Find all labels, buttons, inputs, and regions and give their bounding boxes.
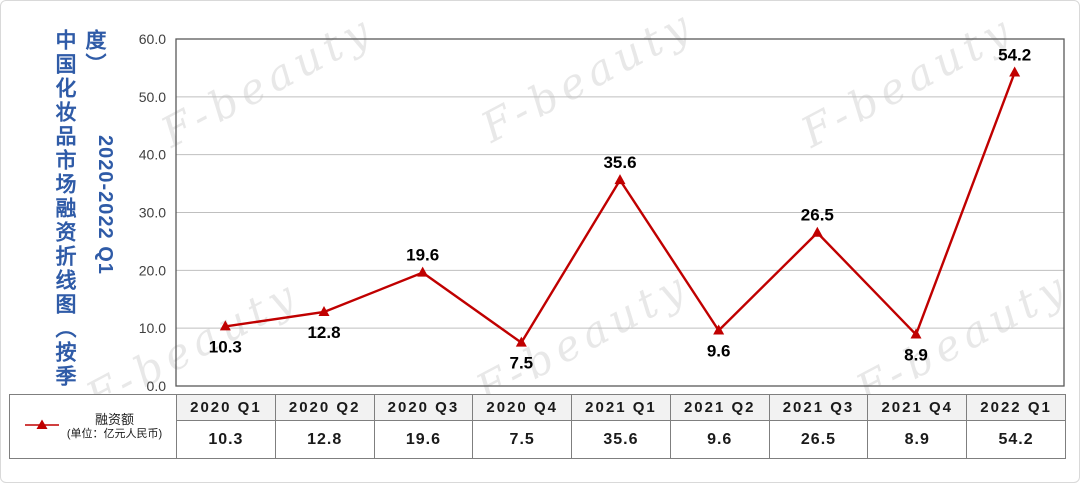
svg-text:50.0: 50.0 xyxy=(139,89,166,105)
watermark: F-beauty xyxy=(473,0,703,153)
table-header-cell: 2020 Q1 xyxy=(176,394,276,421)
svg-text:10.3: 10.3 xyxy=(209,337,242,356)
table-header-cell: 2021 Q1 xyxy=(571,394,671,421)
watermark: F-beauty xyxy=(153,3,383,158)
table-value-cell: 9.6 xyxy=(669,420,770,459)
table-header-cell: 2022 Q1 xyxy=(966,394,1066,421)
svg-text:7.5: 7.5 xyxy=(510,354,534,373)
watermark: F-beauty xyxy=(848,260,1078,415)
watermark: F-beauty xyxy=(793,3,1023,158)
table-header-cell: 2020 Q4 xyxy=(472,394,573,421)
svg-text:8.9: 8.9 xyxy=(904,346,928,365)
legend-marker-icon xyxy=(24,418,60,436)
svg-text:54.2: 54.2 xyxy=(998,46,1031,65)
svg-text:60.0: 60.0 xyxy=(139,31,166,47)
svg-text:35.6: 35.6 xyxy=(603,153,636,172)
legend-series-label: 融资额 xyxy=(94,411,134,427)
table-value-row: 10.3 12.8 19.6 7.5 35.6 9.6 26.5 8.9 54.… xyxy=(10,420,1066,459)
table-header-cell: 2021 Q4 xyxy=(867,394,968,421)
watermark: F-beauty xyxy=(468,260,698,415)
svg-text:10.0: 10.0 xyxy=(139,320,166,336)
svg-text:40.0: 40.0 xyxy=(139,147,166,163)
table-header-cell: 2021 Q3 xyxy=(768,394,869,421)
table-header-cell: 2021 Q2 xyxy=(669,394,770,421)
svg-text:30.0: 30.0 xyxy=(139,205,166,221)
chart-subtitle: 2020-2022 Q1 xyxy=(94,135,116,275)
table-value-cell: 35.6 xyxy=(571,420,671,459)
table-value-cell: 54.2 xyxy=(966,420,1066,459)
chart-title: 中国化妆品市场融资折线图（按季度） xyxy=(53,29,106,389)
svg-text:0.0: 0.0 xyxy=(147,378,167,394)
table-value-cell: 8.9 xyxy=(867,420,968,459)
svg-text:20.0: 20.0 xyxy=(139,262,166,278)
svg-text:12.8: 12.8 xyxy=(307,323,340,342)
data-table: 融资额 (单位：亿元人民币) 2020 Q1 2020 Q2 2020 Q3 2… xyxy=(9,394,1066,459)
legend-unit-label: (单位：亿元人民币) xyxy=(66,427,163,440)
svg-text:19.6: 19.6 xyxy=(406,246,439,265)
table-header-cell: 2020 Q2 xyxy=(274,394,375,421)
table-value-cell: 7.5 xyxy=(472,420,573,459)
svg-text:9.6: 9.6 xyxy=(707,341,731,360)
table-value-cell: 12.8 xyxy=(274,420,375,459)
svg-text:26.5: 26.5 xyxy=(801,206,834,225)
table-value-cell: 26.5 xyxy=(768,420,869,459)
table-header-row: 融资额 (单位：亿元人民币) 2020 Q1 2020 Q2 2020 Q3 2… xyxy=(9,394,1066,459)
table-value-cell: 10.3 xyxy=(176,420,276,459)
legend-cell: 融资额 (单位：亿元人民币) xyxy=(9,394,177,459)
table-header-cell: 2020 Q3 xyxy=(373,394,474,421)
table-value-cell: 19.6 xyxy=(373,420,474,459)
